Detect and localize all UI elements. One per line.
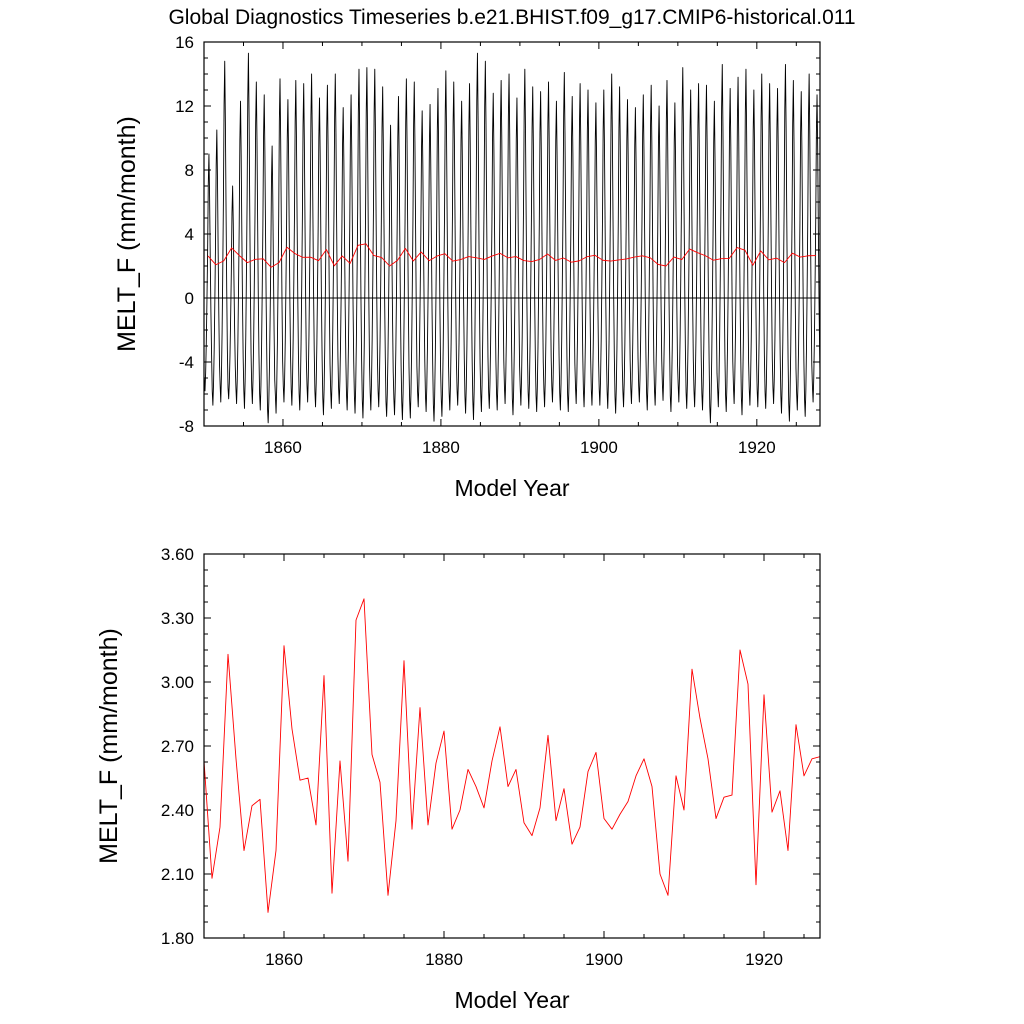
x-tick-label: 1900	[585, 950, 623, 969]
plot-area	[204, 598, 820, 913]
y-tick-label: -4	[179, 353, 194, 372]
y-tick-label: 2.70	[161, 737, 194, 756]
y-tick-label: 3.60	[161, 545, 194, 564]
y-tick-label: 4	[185, 225, 194, 244]
annual-mean-series-line	[204, 598, 820, 913]
x-tick-label: 1860	[264, 438, 302, 457]
y-tick-label: 8	[185, 161, 194, 180]
annual-mean-series-line	[207, 243, 817, 268]
y-tick-label: 0	[185, 289, 194, 308]
y-tick-label: 12	[175, 97, 194, 116]
monthly-series-line	[204, 52, 820, 424]
annual-mean-timeseries-chart: 1.80 2.10 2.40 2.70 3.00 3.30 3.60 1860 1880 1900…	[95, 545, 821, 1013]
y-tick-label: 3.00	[161, 673, 194, 692]
y-tick-label: 1.80	[161, 929, 194, 948]
plot-area	[204, 52, 820, 424]
y-tick-label: -8	[179, 417, 194, 436]
plot-frame	[203, 41, 821, 427]
y-tick-label: 16	[175, 33, 194, 52]
x-tick-label: 1880	[425, 950, 463, 969]
figure-title: Global Diagnostics Timeseries b.e21.BHIS…	[168, 6, 855, 29]
y-axis-label: MELT_F (mm/month)	[95, 628, 123, 864]
x-axis-label: Model Year	[454, 475, 569, 501]
x-tick-label: 1920	[738, 438, 776, 457]
x-axis-label: Model Year	[454, 987, 569, 1013]
y-tick-label: 3.30	[161, 609, 194, 628]
y-tick-label: 2.40	[161, 801, 194, 820]
x-tick-label: 1880	[422, 438, 460, 457]
x-tick-label: 1900	[580, 438, 618, 457]
monthly-timeseries-chart: -8 -4 0 4 8 12 16 1860 1880 1900 1920 Model Year MEL…	[113, 33, 821, 501]
x-tick-label: 1920	[745, 950, 783, 969]
x-tick-label: 1860	[265, 950, 303, 969]
y-tick-label: 2.10	[161, 865, 194, 884]
plot-frame	[203, 553, 821, 939]
y-axis-label: MELT_F (mm/month)	[113, 116, 141, 352]
